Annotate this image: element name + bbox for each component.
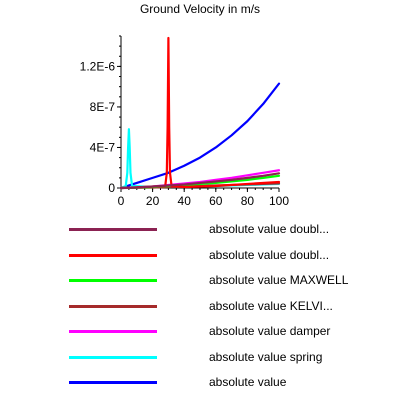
series-line-7	[119, 82, 281, 190]
legend-swatch	[69, 355, 157, 359]
legend: absolute value doubl... absolute value do…	[0, 219, 400, 398]
legend-swatch	[69, 381, 157, 384]
legend-item: absolute value KELVI...	[0, 296, 400, 322]
legend-item: absolute value doubl...	[0, 219, 400, 245]
legend-swatch	[69, 304, 157, 308]
legend-label: absolute value	[209, 375, 287, 389]
series-line-2	[119, 36, 281, 190]
legend-item: absolute value doubl...	[0, 245, 400, 271]
x-tick-label: 100	[269, 194, 289, 208]
legend-swatch	[69, 253, 157, 257]
legend-item: absolute value damper	[0, 321, 400, 347]
legend-swatch	[69, 330, 157, 333]
legend-label: absolute value KELVI...	[209, 298, 333, 313]
legend-label: absolute value doubl...	[209, 222, 330, 236]
y-tick-label: 1.2E-6	[80, 59, 116, 73]
series-line-1	[119, 172, 281, 190]
x-tick-label: 80	[241, 194, 255, 208]
legend-item: absolute value	[0, 372, 400, 398]
chart-title: Ground Velocity in m/s	[139, 2, 261, 16]
legend-swatch	[69, 279, 157, 282]
y-tick-label: 8E-7	[90, 100, 116, 114]
x-tick-label: 60	[209, 194, 223, 208]
x-tick-label: 40	[178, 194, 192, 208]
y-tick-label: 0	[108, 181, 115, 195]
y-tick-label: 4E-7	[90, 140, 116, 154]
legend-label: absolute value spring	[209, 349, 323, 364]
legend-item: absolute value spring	[0, 347, 400, 373]
legend-label: absolute value doubl...	[209, 247, 330, 262]
legend-swatch	[69, 228, 157, 231]
legend-item: absolute value MAXWELL	[0, 270, 400, 296]
x-tick-label: 0	[118, 194, 125, 208]
legend-label: absolute value damper	[209, 324, 331, 338]
legend-label: absolute value MAXWELL	[209, 273, 349, 287]
x-tick-label: 20	[146, 194, 160, 208]
